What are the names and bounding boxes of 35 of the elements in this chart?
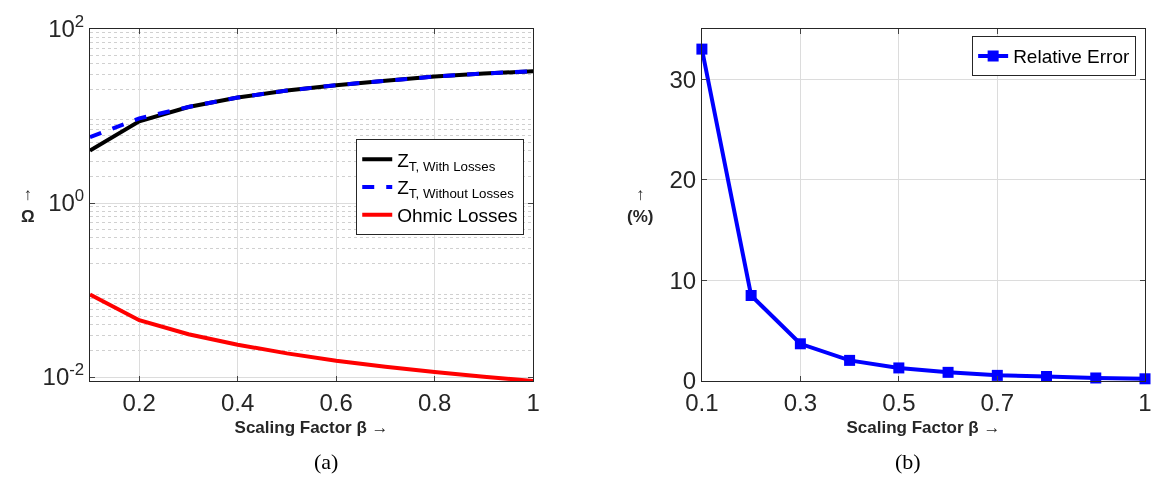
- point: [1041, 370, 1053, 382]
- text: (a): [314, 449, 339, 474]
- x-axis-title: Scaling Factor β →: [234, 418, 389, 438]
- point: [696, 43, 708, 55]
- line-series: [90, 292, 534, 381]
- x-tick-label: 0.5: [882, 388, 916, 416]
- x-tick-label: 0.8: [417, 388, 452, 416]
- x-tick-label: 0.7: [980, 388, 1014, 416]
- y-tick-label: 10$^{-2}$: [42, 360, 85, 391]
- legend-label: Ohmic Losses: [397, 205, 518, 227]
- legend-label: Z$_{T, With Losses}$: [397, 149, 496, 174]
- x-tick-label: 0.2: [122, 388, 156, 416]
- text: (b): [895, 449, 921, 474]
- point: [844, 354, 856, 366]
- y-axis-title: ↑ (%): [627, 185, 654, 227]
- y-tick-label: 30: [669, 65, 697, 93]
- x-tick-label: 1: [1138, 388, 1152, 416]
- x-tick-label: 0.3: [783, 388, 818, 416]
- point: [991, 369, 1003, 381]
- point: [794, 338, 806, 350]
- y-tick-label: 20: [669, 166, 697, 194]
- x-tick-label: 0.6: [319, 388, 353, 416]
- y-tick-label: 10$^{0}$: [48, 186, 85, 217]
- x-axis-title: Scaling Factor β →: [846, 418, 1001, 438]
- y-tick-label: 10: [669, 266, 697, 294]
- point: [745, 290, 757, 302]
- x-tick-label: 0.4: [221, 388, 255, 416]
- point: [1090, 372, 1102, 384]
- y-axis-title: ↑ Ω: [21, 185, 35, 227]
- x-tick-label: 1: [526, 388, 540, 416]
- y-tick-label: 10$^{2}$: [48, 12, 85, 43]
- point: [942, 366, 954, 378]
- legend-label: Z$_{T, Without Losses}$: [397, 177, 515, 202]
- point: [893, 362, 905, 374]
- legend-label: Relative Error: [1013, 46, 1130, 68]
